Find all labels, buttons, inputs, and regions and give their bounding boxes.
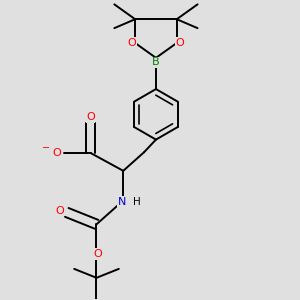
Text: O: O xyxy=(128,38,136,48)
Text: N: N xyxy=(118,197,126,207)
Text: H: H xyxy=(133,197,140,207)
Text: O: O xyxy=(94,249,102,259)
Text: O: O xyxy=(175,38,184,48)
Text: O: O xyxy=(52,148,61,158)
Text: B: B xyxy=(152,57,160,67)
Text: O: O xyxy=(55,206,64,216)
Text: O: O xyxy=(86,112,95,122)
Text: −: − xyxy=(42,142,50,153)
